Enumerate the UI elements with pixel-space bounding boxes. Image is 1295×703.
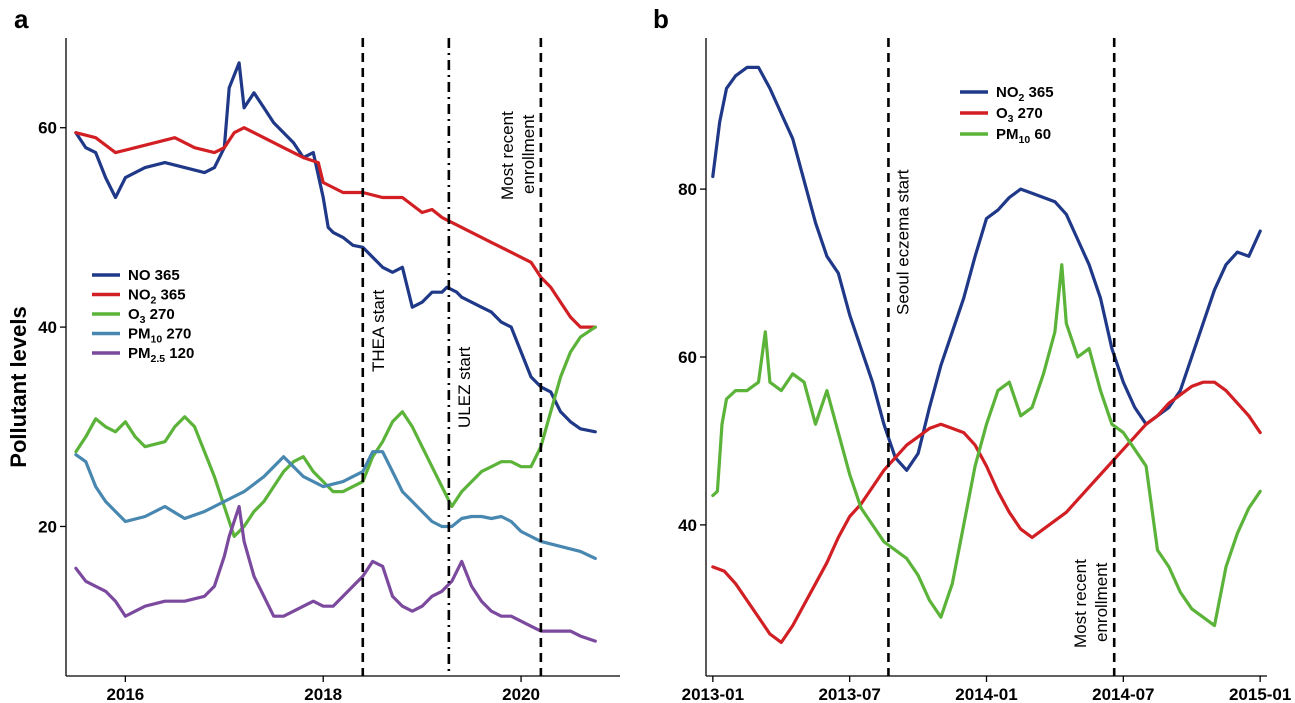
reference-line-label: Seoul eczema start [893,169,912,315]
series-line [74,325,597,539]
x-tick-label: 2020 [502,685,540,703]
legend-entry: PM10 270 [128,326,191,346]
chart-panel-a: a 20 40 60 2016 2018 2020 Pollutant levels THEA … [6,4,620,703]
x-tick-label: 2013-01 [682,685,744,703]
legend-entry: PM2.5 120 [128,345,194,365]
legend-entry: NO2 365 [128,287,186,307]
x-tick-label: 2015-01 [1229,685,1291,703]
y-tick-label: 20 [38,517,57,536]
legend-entry: NO 365 [128,267,180,284]
y-tick-label: 60 [678,348,697,367]
chart-panel-b: b 40 60 80 2013-01 2013-07 2014-01 2014-07 2015-… [653,4,1291,703]
x-tick-label: 2016 [106,685,144,703]
reference-line-label: ULEZ start [455,346,474,428]
reference-line-label: Most recent enrollment [1071,559,1111,648]
x-tick-label: 2013-07 [818,685,880,703]
reference-line-label: Most recent enrollment [498,111,538,200]
x-tick-label: 2018 [304,685,342,703]
series-line [74,61,597,434]
y-tick-label: 60 [38,119,57,138]
series-line [74,504,597,643]
series-line [711,380,1262,645]
y-tick-label: 40 [678,516,697,535]
y-tick-label: 40 [38,318,57,337]
series-line [711,263,1262,628]
legend-entry: O3 270 [128,306,175,326]
y-axis-label: Pollutant levels [6,306,31,467]
legend-entry: NO2 365 [996,84,1054,104]
x-tick-label: 2014-07 [1092,685,1154,703]
y-tick-label: 80 [678,180,697,199]
panel-label: b [653,4,669,34]
legend-entry: O3 270 [996,105,1043,125]
reference-line-label: THEA start [369,290,388,372]
series-line [74,450,597,561]
series-line [711,65,1262,472]
panel-label: a [14,4,29,34]
x-tick-label: 2014-01 [955,685,1017,703]
legend-entry: PM10 60 [996,126,1051,146]
